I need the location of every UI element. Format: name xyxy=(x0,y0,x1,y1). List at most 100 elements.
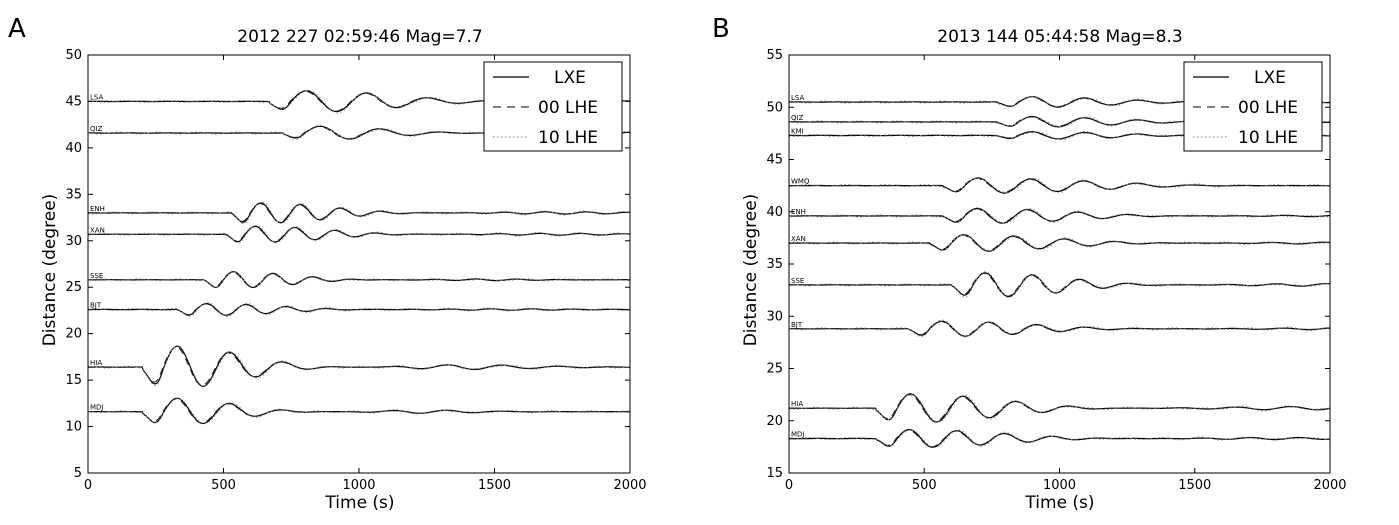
y-tick-label: 35 xyxy=(766,257,783,272)
legend-entry-00-lhe: 00 LHE xyxy=(1238,98,1298,118)
trace-sse-00-lhe xyxy=(87,271,630,288)
trace-mdj-10-lhe xyxy=(87,398,630,424)
station-label-xan: XAN xyxy=(791,235,806,243)
trace-mdj-00-lhe xyxy=(88,398,630,424)
trace-lsa-00-lhe xyxy=(88,90,631,112)
panel-a-legend: LXE 00 LHE 10 LHE xyxy=(483,61,623,152)
legend-entry-lxe: LXE xyxy=(1254,68,1286,88)
trace-qiz-10-lhe xyxy=(788,116,1331,127)
trace-enh-10-lhe xyxy=(788,208,1331,224)
trace-xan-00-lhe xyxy=(88,226,631,243)
trace-enh-lxe xyxy=(789,207,1331,224)
legend-entry-10-lhe: 10 LHE xyxy=(538,128,598,148)
x-tick-label: 1500 xyxy=(478,478,511,493)
panel-b-letter: B xyxy=(712,14,730,44)
trace-xan-lxe xyxy=(88,225,631,243)
y-tick-label: 30 xyxy=(65,234,82,249)
trace-wmq-00-lhe xyxy=(789,177,1331,194)
trace-xan-10-lhe xyxy=(88,224,631,244)
y-tick-label: 20 xyxy=(766,414,783,429)
trace-hia-lxe xyxy=(88,345,630,387)
y-tick-label: 15 xyxy=(65,373,82,388)
trace-enh-00-lhe xyxy=(88,202,631,223)
station-label-hia: HIA xyxy=(90,359,102,367)
trace-xan-10-lhe xyxy=(788,234,1331,251)
panel-a-y-axis-label: Distance (degree) xyxy=(40,194,60,347)
y-tick-label: 25 xyxy=(766,362,783,377)
station-label-sse: SSE xyxy=(791,277,804,285)
legend-entry-00-lhe: 00 LHE xyxy=(538,98,598,118)
x-tick-label: 500 xyxy=(912,478,937,493)
y-tick-label: 50 xyxy=(65,48,82,63)
y-tick-label: 55 xyxy=(766,48,783,63)
station-label-lsa: LSA xyxy=(791,94,804,102)
y-tick-label: 20 xyxy=(65,327,82,342)
legend-entry-lxe: LXE xyxy=(554,68,586,88)
trace-mdj-00-lhe xyxy=(789,429,1331,448)
trace-hia-10-lhe xyxy=(87,345,631,387)
trace-bjt-lxe xyxy=(88,303,630,316)
trace-xan-00-lhe xyxy=(788,234,1331,252)
x-tick-label: 2000 xyxy=(613,478,646,493)
station-label-kmi: KMI xyxy=(791,127,804,135)
station-label-xan: XAN xyxy=(90,226,105,234)
x-tick-label: 0 xyxy=(84,478,92,493)
trace-sse-lxe xyxy=(789,272,1331,298)
station-label-enh: ENH xyxy=(90,205,105,213)
station-label-lsa: LSA xyxy=(90,93,103,101)
panel-a-letter: A xyxy=(8,14,26,44)
x-tick-label: 500 xyxy=(211,478,236,493)
x-tick-label: 1000 xyxy=(342,478,375,493)
legend-entry-10-lhe: 10 LHE xyxy=(1238,128,1298,148)
y-tick-label: 50 xyxy=(766,100,783,115)
x-tick-label: 1500 xyxy=(1178,478,1211,493)
trace-hia-00-lhe xyxy=(788,394,1331,422)
panel-a: A 2012 227 02:59:46 Mag=7.7 Time (s) Dis… xyxy=(8,14,647,513)
trace-bjt-10-lhe xyxy=(788,319,1330,338)
panel-a-plot-frame xyxy=(87,54,631,474)
trace-mdj-10-lhe xyxy=(789,429,1331,448)
station-label-bjt: BJT xyxy=(791,321,803,329)
y-tick-label: 5 xyxy=(74,466,82,481)
panel-a-x-axis-label: Time (s) xyxy=(324,493,394,513)
station-label-mdj: MDJ xyxy=(90,404,104,412)
panel-a-title: 2012 227 02:59:46 Mag=7.7 xyxy=(237,27,482,47)
y-tick-label: 45 xyxy=(766,153,783,168)
panel-b-y-axis-label: Distance (degree) xyxy=(741,194,761,347)
panel-b: B 2013 144 05:44:58 Mag=8.3 Time (s) Dis… xyxy=(712,14,1347,513)
trace-hia-10-lhe xyxy=(788,393,1330,423)
y-tick-label: 10 xyxy=(65,420,82,435)
panel-b-legend: LXE 00 LHE 10 LHE xyxy=(1183,61,1323,152)
y-tick-label: 40 xyxy=(65,141,82,156)
trace-xan-lxe xyxy=(789,234,1330,252)
y-tick-label: 45 xyxy=(65,94,82,109)
panel-b-plot-frame xyxy=(788,54,1331,474)
trace-bjt-00-lhe xyxy=(87,303,630,316)
station-label-sse: SSE xyxy=(90,272,103,280)
trace-bjt-10-lhe xyxy=(87,301,631,318)
trace-enh-lxe xyxy=(88,202,630,224)
y-tick-label: 35 xyxy=(65,187,82,202)
y-tick-label: 40 xyxy=(766,205,783,220)
station-label-qiz: QIZ xyxy=(791,114,804,122)
station-label-bjt: BJT xyxy=(90,302,102,310)
station-label-hia: HIA xyxy=(791,400,803,408)
trace-sse-10-lhe xyxy=(789,270,1331,299)
y-tick-label: 25 xyxy=(65,280,82,295)
x-tick-label: 1000 xyxy=(1043,478,1076,493)
panel-a-ticks: 0 500 1000 1500 2000 5 10 15 20 25 30 35 40 45 50 xyxy=(65,48,646,493)
y-tick-label: 30 xyxy=(766,309,783,324)
trace-sse-00-lhe xyxy=(789,272,1331,297)
panel-b-title: 2013 144 05:44:58 Mag=8.3 xyxy=(937,27,1182,47)
x-tick-label: 0 xyxy=(785,478,793,493)
trace-kmi-00-lhe xyxy=(788,131,1330,140)
panel-b-x-axis-label: Time (s) xyxy=(1024,493,1094,513)
trace-mdj-lxe xyxy=(88,397,630,425)
station-label-wmq: WMQ xyxy=(791,178,810,186)
station-label-enh: ENH xyxy=(791,208,806,216)
y-tick-label: 15 xyxy=(766,466,783,481)
station-label-qiz: QIZ xyxy=(90,125,103,133)
x-tick-label: 2000 xyxy=(1313,478,1346,493)
station-label-mdj: MDJ xyxy=(791,431,805,439)
